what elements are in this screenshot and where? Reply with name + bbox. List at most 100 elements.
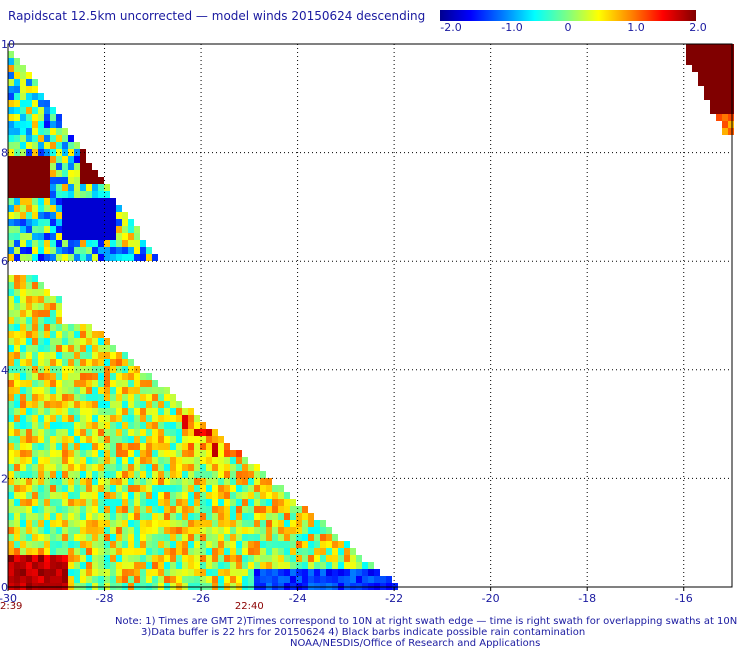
wind-cell [158, 436, 164, 443]
wind-cell [284, 569, 290, 576]
wind-cell [92, 562, 98, 569]
wind-cell [74, 520, 80, 527]
wind-cell [272, 492, 278, 499]
wind-cell [314, 569, 320, 576]
wind-cell [110, 373, 116, 380]
wind-cell [110, 219, 116, 226]
wind-cell [236, 520, 242, 527]
wind-cell [182, 415, 188, 422]
wind-cell [68, 555, 74, 562]
wind-cell [296, 513, 302, 520]
wind-cell [176, 415, 182, 422]
wind-cell [272, 555, 278, 562]
map-title: Rapidscat 12.5km uncorrected — model win… [8, 9, 426, 23]
wind-cell [8, 184, 14, 191]
wind-cell [98, 394, 104, 401]
wind-cell [44, 443, 50, 450]
wind-cell [32, 401, 38, 408]
wind-cell [32, 142, 38, 149]
wind-cell [140, 373, 146, 380]
wind-cell [152, 513, 158, 520]
wind-cell [116, 373, 122, 380]
wind-cell [230, 569, 236, 576]
wind-cell [134, 240, 140, 247]
wind-cell [152, 471, 158, 478]
wind-cell [74, 443, 80, 450]
wind-cell [158, 415, 164, 422]
wind-cell [332, 541, 338, 548]
wind-cell [20, 450, 26, 457]
wind-cell [14, 520, 20, 527]
wind-cell [62, 345, 68, 352]
wind-cell [62, 191, 68, 198]
wind-cell [62, 156, 68, 163]
wind-cell [230, 492, 236, 499]
wind-cell [110, 443, 116, 450]
wind-cell [242, 562, 248, 569]
wind-cell [710, 72, 716, 79]
wind-cell [80, 415, 86, 422]
wind-cell [56, 541, 62, 548]
wind-cell [104, 366, 110, 373]
wind-cell [248, 492, 254, 499]
wind-cell [164, 499, 170, 506]
wind-cell [80, 359, 86, 366]
wind-cell [140, 527, 146, 534]
wind-cell [44, 534, 50, 541]
wind-cell [218, 485, 224, 492]
wind-cell [116, 506, 122, 513]
wind-cell [698, 51, 704, 58]
wind-cell [38, 254, 44, 261]
wind-cell [74, 352, 80, 359]
wind-cell [50, 303, 56, 310]
y-tick-label: 6 [1, 255, 8, 268]
wind-cell [278, 492, 284, 499]
wind-cell [74, 163, 80, 170]
wind-cell [74, 212, 80, 219]
wind-cell [140, 450, 146, 457]
wind-cell [32, 100, 38, 107]
wind-cell [92, 408, 98, 415]
wind-cell [170, 541, 176, 548]
wind-cell [92, 450, 98, 457]
wind-cell [146, 541, 152, 548]
wind-cell [56, 303, 62, 310]
wind-cell [8, 492, 14, 499]
wind-cell [344, 576, 350, 583]
wind-cell [704, 79, 710, 86]
wind-cell [182, 443, 188, 450]
wind-cell [164, 478, 170, 485]
wind-cell [26, 380, 32, 387]
wind-cell [56, 205, 62, 212]
wind-cell [140, 513, 146, 520]
wind-cell [176, 527, 182, 534]
wind-cell [218, 499, 224, 506]
wind-cell [26, 457, 32, 464]
wind-cell [98, 436, 104, 443]
wind-cell [50, 177, 56, 184]
wind-cell [170, 569, 176, 576]
wind-cell [32, 359, 38, 366]
wind-cell [146, 513, 152, 520]
wind-cell [170, 562, 176, 569]
wind-cell [116, 394, 122, 401]
wind-cell [326, 576, 332, 583]
wind-cell [710, 107, 716, 114]
wind-cell [284, 534, 290, 541]
wind-cell [152, 492, 158, 499]
wind-cell [92, 576, 98, 583]
wind-cell [20, 72, 26, 79]
wind-cell [218, 534, 224, 541]
wind-cell [86, 555, 92, 562]
wind-cell [206, 499, 212, 506]
wind-cell [32, 303, 38, 310]
wind-cell [86, 422, 92, 429]
wind-cell [134, 422, 140, 429]
wind-cell [728, 65, 734, 72]
wind-cell [68, 408, 74, 415]
wind-cell [152, 457, 158, 464]
wind-cell [92, 240, 98, 247]
wind-cell [38, 107, 44, 114]
wind-cell [50, 513, 56, 520]
wind-cell [98, 485, 104, 492]
